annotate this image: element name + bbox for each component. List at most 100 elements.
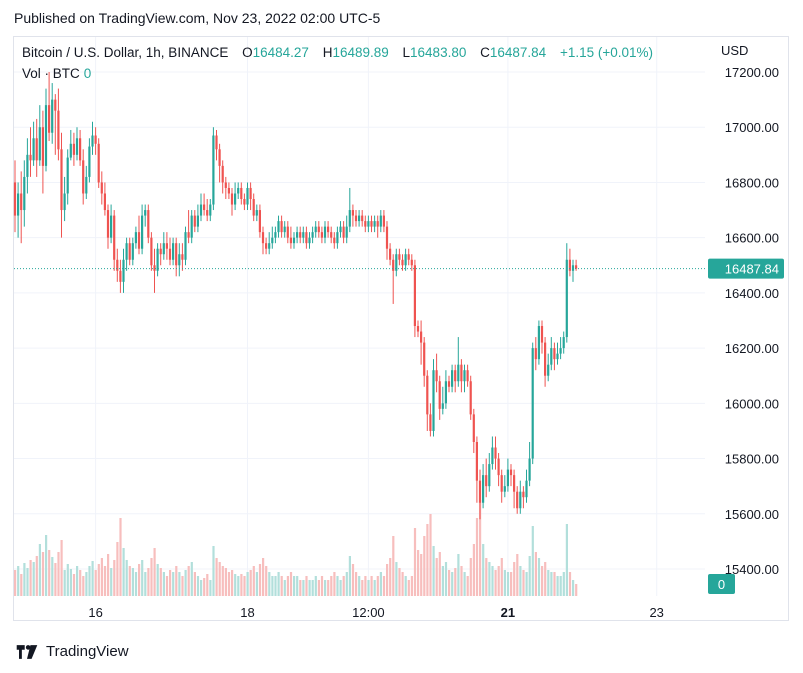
volume-bar (23, 563, 26, 596)
candle-body (516, 491, 519, 509)
candle-body (494, 447, 497, 459)
candle-body (20, 193, 23, 211)
volume-bar (386, 564, 389, 596)
candle-body (376, 221, 379, 227)
volume-bar (327, 580, 330, 596)
candle-body (57, 110, 60, 150)
candle-body (199, 204, 203, 216)
candle-body (571, 265, 575, 271)
candle-body (165, 243, 168, 249)
candle-body (317, 226, 320, 233)
candle-body (206, 210, 209, 216)
volume-bar (438, 552, 441, 596)
volume-bar (444, 562, 448, 596)
volume-bar (556, 576, 559, 596)
candle-body (227, 187, 230, 194)
candle-body (426, 375, 429, 415)
candle-body (488, 464, 491, 487)
volume-bar (128, 566, 131, 596)
volume-bar (218, 562, 221, 596)
volume-bar (103, 566, 107, 596)
candle-body (395, 254, 398, 271)
volume-bar (38, 544, 41, 596)
volume-bar (513, 562, 516, 596)
volume-last-label: 0 (718, 577, 725, 592)
volume-bar (426, 524, 429, 596)
candle-body (66, 157, 69, 194)
volume-bar (553, 572, 556, 596)
candle-body (420, 331, 423, 343)
volume-bar (265, 566, 268, 596)
candle-body (333, 237, 336, 244)
volume-bar (299, 580, 302, 596)
candle-body (280, 221, 283, 233)
volume-bar (60, 540, 63, 596)
volume-bar (429, 514, 432, 596)
candle-body (323, 226, 327, 238)
candle-body (230, 193, 234, 205)
open-label: O (242, 45, 253, 60)
candle-body (137, 232, 141, 249)
candle-body (119, 270, 122, 282)
candle-body (212, 135, 215, 205)
candle-body (451, 370, 454, 387)
volume-bar (550, 572, 553, 596)
brand-name: TradingView (46, 643, 129, 660)
candle-body (503, 486, 506, 492)
volume-bar (54, 563, 57, 596)
last-price-badge (708, 258, 784, 279)
volume-bar (562, 572, 565, 596)
candle-body (60, 149, 63, 211)
candle-body (72, 143, 75, 155)
volume-bar (113, 560, 116, 596)
volume-bar (305, 576, 308, 596)
candle-body (94, 135, 97, 144)
volume-bar (435, 558, 438, 596)
volume-bar (138, 564, 141, 596)
volume-bar (528, 556, 531, 596)
volume-bar (252, 566, 255, 596)
volume-bar (169, 570, 172, 596)
volume-value: 0 (83, 66, 92, 81)
candle-body (537, 326, 540, 360)
volume-bar (268, 572, 271, 596)
time-tick-label: 18 (240, 605, 254, 620)
volume-bar (525, 572, 528, 596)
volume-bar (547, 570, 550, 596)
candle-body (131, 243, 134, 260)
candle-body (286, 226, 289, 238)
volume-label: Vol · BTC (22, 66, 80, 81)
volume-bar (212, 546, 215, 596)
tradingview-brand[interactable]: TradingView (14, 643, 129, 660)
volume-bar (234, 574, 237, 596)
volume-bar (175, 566, 178, 596)
volume-bar (441, 566, 444, 596)
candle-body (283, 226, 286, 233)
volume-bar (51, 557, 54, 596)
volume-bar (454, 568, 457, 596)
candle-body (361, 215, 364, 222)
volume-bar (249, 570, 252, 596)
candle-body (41, 127, 44, 166)
time-tick-label: 12:00 (352, 605, 385, 620)
candle-body (382, 215, 385, 227)
volume-bar (373, 580, 376, 596)
candle-body (553, 348, 556, 360)
volume-bar (568, 572, 572, 596)
candle-body (168, 248, 172, 260)
volume-bar (311, 580, 314, 596)
candle-body (274, 232, 277, 238)
candle-body (506, 469, 509, 487)
volume-bar (401, 572, 404, 596)
volume-bar (500, 558, 503, 596)
candle-body (509, 469, 513, 476)
volume-bar (147, 568, 150, 596)
volume-bar (531, 526, 534, 596)
volume-bar (184, 570, 187, 596)
candle-body (544, 342, 547, 376)
volume-bar (460, 566, 463, 596)
volume-bar (82, 576, 85, 596)
candle-body (159, 248, 162, 255)
volume-bar (407, 580, 410, 596)
